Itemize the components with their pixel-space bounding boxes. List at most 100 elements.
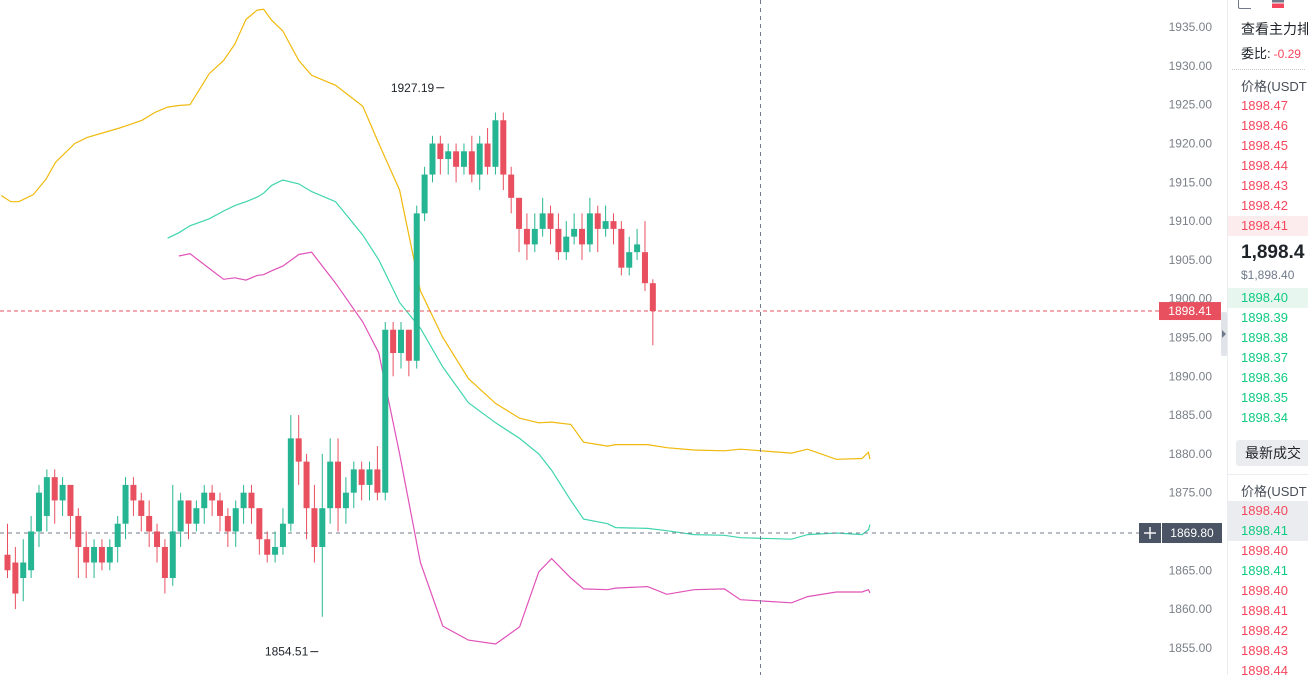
- bid-row[interactable]: 1898.37: [1241, 350, 1288, 365]
- candle-up[interactable]: [287, 438, 294, 524]
- candle-up[interactable]: [626, 252, 633, 268]
- candle-down[interactable]: [67, 484, 74, 516]
- candle-down[interactable]: [83, 546, 90, 563]
- candle-down[interactable]: [555, 228, 562, 253]
- candle-up[interactable]: [201, 492, 208, 509]
- candle-up[interactable]: [398, 329, 404, 354]
- candle-up[interactable]: [177, 500, 184, 532]
- candle-down[interactable]: [12, 562, 19, 594]
- candle-up[interactable]: [122, 484, 129, 524]
- candle-down[interactable]: [335, 461, 342, 509]
- candle-down[interactable]: [98, 546, 105, 563]
- candle-up[interactable]: [240, 492, 247, 509]
- candle-down[interactable]: [75, 515, 82, 547]
- candle-down[interactable]: [358, 469, 365, 485]
- ask-row[interactable]: 1898.42: [1241, 198, 1288, 213]
- candle-down[interactable]: [516, 197, 523, 229]
- candle-down[interactable]: [311, 508, 318, 547]
- bid-row[interactable]: 1898.40: [1228, 288, 1308, 308]
- candle-down[interactable]: [468, 151, 475, 175]
- candle-up[interactable]: [539, 213, 546, 229]
- candle-up[interactable]: [35, 492, 42, 532]
- latest-trades-tab[interactable]: 最新成交: [1236, 440, 1308, 466]
- candle-up[interactable]: [106, 546, 113, 563]
- candle-down[interactable]: [610, 221, 617, 229]
- candle-up[interactable]: [327, 461, 334, 509]
- candle-up[interactable]: [460, 151, 467, 167]
- candle-up[interactable]: [91, 546, 98, 563]
- candle-up[interactable]: [445, 151, 452, 160]
- candle-up[interactable]: [342, 492, 349, 509]
- ask-row[interactable]: 1898.46: [1241, 118, 1288, 133]
- candle-up[interactable]: [272, 546, 279, 555]
- candle-up[interactable]: [232, 508, 239, 532]
- candle-down[interactable]: [154, 531, 161, 547]
- price-chart[interactable]: 1935.00 1930.00 1925.00 1920.00 1915.00 1910.…: [0, 0, 1225, 675]
- candle-down[interactable]: [209, 492, 216, 501]
- candle-up[interactable]: [193, 508, 200, 524]
- candle-down[interactable]: [303, 461, 310, 509]
- candle-up[interactable]: [429, 143, 436, 175]
- candle-down[interactable]: [264, 539, 271, 555]
- candle-up[interactable]: [319, 508, 326, 547]
- candle-down[interactable]: [224, 515, 231, 532]
- bid-row[interactable]: 1898.36: [1241, 370, 1288, 385]
- candle-up[interactable]: [59, 484, 66, 501]
- candle-down[interactable]: [248, 492, 255, 509]
- candle-down[interactable]: [405, 329, 412, 361]
- candle-up[interactable]: [28, 531, 35, 571]
- candle-down[interactable]: [138, 500, 145, 516]
- bid-row[interactable]: 1898.34: [1241, 410, 1288, 425]
- bid-row[interactable]: 1898.39: [1241, 310, 1288, 325]
- candle-up[interactable]: [366, 469, 373, 485]
- candle-up[interactable]: [476, 143, 483, 175]
- candle-up[interactable]: [279, 523, 286, 547]
- candle-down[interactable]: [4, 554, 11, 571]
- order-book-layout-icon[interactable]: [1272, 0, 1284, 8]
- candle-up[interactable]: [20, 562, 27, 579]
- bid-row[interactable]: 1898.38: [1241, 330, 1288, 345]
- candle-up[interactable]: [114, 523, 121, 547]
- candle-up[interactable]: [586, 213, 593, 245]
- candle-down[interactable]: [185, 500, 192, 524]
- bid-row[interactable]: 1898.35: [1241, 390, 1288, 405]
- candle-down[interactable]: [484, 143, 491, 167]
- candle-down[interactable]: [579, 228, 586, 245]
- candle-down[interactable]: [216, 500, 223, 516]
- candle-down[interactable]: [295, 438, 302, 462]
- candle-down[interactable]: [146, 515, 153, 532]
- candle-up[interactable]: [634, 244, 641, 253]
- candle-down[interactable]: [500, 120, 507, 175]
- candle-up[interactable]: [421, 174, 428, 214]
- candle-up[interactable]: [492, 120, 499, 167]
- candle-down[interactable]: [649, 283, 656, 312]
- candle-down[interactable]: [618, 228, 625, 268]
- candle-up[interactable]: [531, 228, 538, 245]
- candle-down[interactable]: [523, 228, 530, 245]
- main-force-link[interactable]: 查看主力排: [1241, 21, 1308, 37]
- candle-up[interactable]: [602, 221, 609, 229]
- candle-up[interactable]: [382, 329, 389, 493]
- candle-down[interactable]: [508, 174, 515, 198]
- candle-up[interactable]: [43, 477, 50, 516]
- candlestick-chart-svg[interactable]: 1935.00 1930.00 1925.00 1920.00 1915.00 1910.…: [0, 0, 1225, 675]
- candle-down[interactable]: [594, 213, 601, 229]
- ask-row[interactable]: 1898.41: [1228, 216, 1308, 236]
- ask-row[interactable]: 1898.47: [1241, 98, 1288, 113]
- candle-down[interactable]: [437, 143, 444, 160]
- candle-down[interactable]: [51, 477, 58, 501]
- candle-down[interactable]: [547, 213, 554, 229]
- candle-down[interactable]: [374, 469, 381, 493]
- candle-up[interactable]: [413, 213, 420, 361]
- candle-up[interactable]: [350, 469, 357, 493]
- candle-up[interactable]: [563, 236, 570, 253]
- candle-down[interactable]: [256, 508, 263, 540]
- candle-down[interactable]: [641, 252, 648, 284]
- share-icon[interactable]: [1238, 0, 1251, 9]
- candle-down[interactable]: [161, 546, 168, 579]
- ask-row[interactable]: 1898.44: [1241, 158, 1288, 173]
- candle-down[interactable]: [390, 329, 397, 354]
- ask-row[interactable]: 1898.43: [1241, 178, 1288, 193]
- ask-row[interactable]: 1898.45: [1241, 138, 1288, 153]
- candle-down[interactable]: [453, 151, 460, 167]
